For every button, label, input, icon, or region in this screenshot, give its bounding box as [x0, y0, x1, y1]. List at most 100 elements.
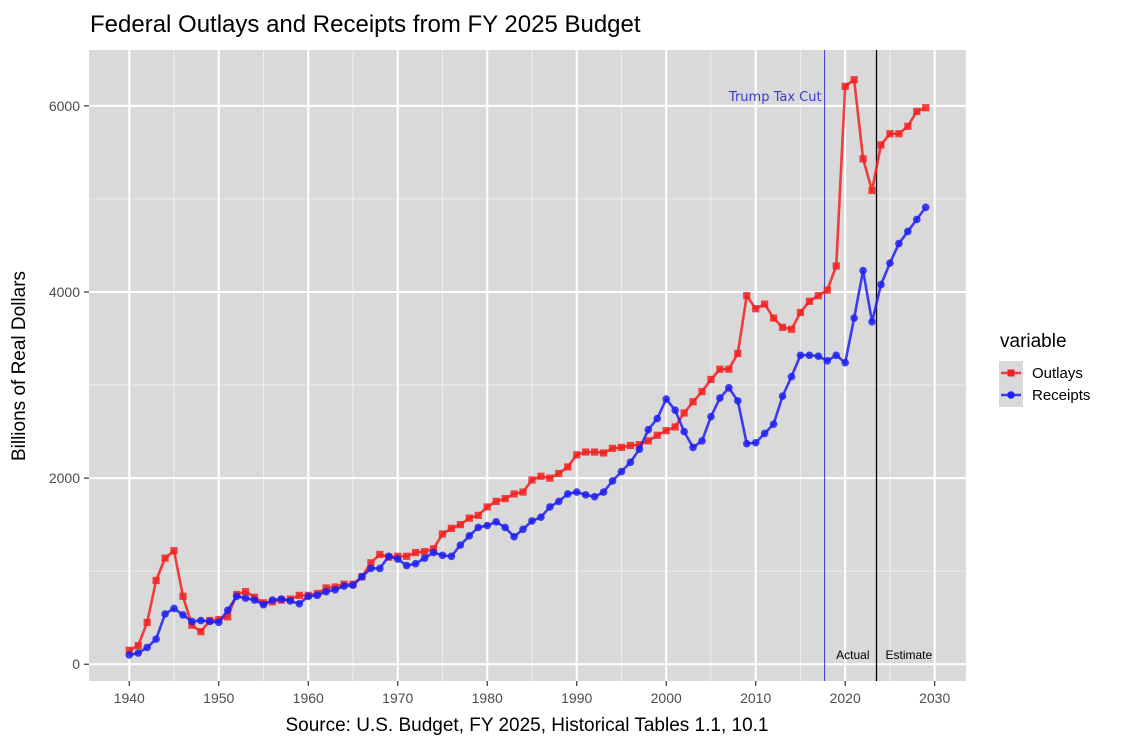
data-point-receipts [241, 594, 250, 602]
data-point-receipts [805, 351, 814, 360]
reference-lines: Trump Tax Cut Actual Estimate [728, 50, 933, 681]
data-point-receipts [662, 395, 671, 403]
data-point-outlays [796, 308, 805, 317]
data-point-receipts [644, 425, 653, 434]
legend-label-receipts: Receipts [1032, 387, 1090, 404]
data-point-outlays [707, 375, 715, 384]
y-tick-label: 2000 [49, 470, 80, 486]
data-point-outlays [447, 524, 456, 532]
data-point-receipts [635, 445, 644, 454]
data-point-outlays [662, 427, 670, 435]
data-point-outlays [599, 449, 608, 457]
data-point-outlays [143, 618, 151, 626]
data-point-outlays [635, 441, 643, 449]
data-point-outlays [465, 514, 473, 522]
x-tick-label: 1960 [293, 690, 324, 706]
data-point-receipts [608, 477, 617, 485]
data-point-outlays [367, 559, 375, 567]
data-point-outlays [626, 441, 635, 450]
data-point-receipts [438, 551, 447, 560]
data-point-outlays [787, 325, 796, 333]
chart-title: Federal Outlays and Receipts from FY 202… [90, 11, 641, 38]
data-point-receipts [519, 525, 527, 534]
data-point-receipts [787, 372, 796, 381]
data-point-receipts [268, 596, 277, 604]
data-point-receipts [501, 523, 509, 532]
data-point-outlays [868, 186, 876, 195]
data-point-outlays [832, 262, 840, 270]
data-point-outlays [564, 463, 572, 471]
data-point-receipts [832, 351, 841, 360]
data-point-receipts [313, 591, 321, 600]
data-point-receipts [456, 541, 465, 549]
x-tick-label: 2000 [651, 690, 682, 706]
data-point-receipts [895, 239, 903, 248]
data-point-outlays [617, 443, 626, 451]
legend-title: variable [1000, 331, 1067, 352]
data-point-receipts [232, 592, 241, 601]
data-point-outlays [492, 497, 500, 505]
data-point-receipts [170, 604, 178, 613]
data-point-outlays [197, 628, 205, 636]
data-point-outlays [671, 423, 679, 431]
data-point-outlays [689, 398, 697, 406]
data-point-outlays [224, 613, 232, 621]
data-point-receipts [179, 611, 187, 619]
data-point-receipts [617, 467, 626, 476]
x-tick-label: 1950 [203, 690, 234, 706]
data-point-receipts [465, 532, 474, 540]
data-point-receipts [572, 488, 581, 496]
data-point-receipts [734, 397, 742, 405]
data-point-receipts [188, 617, 196, 626]
data-point-receipts [474, 523, 483, 532]
data-point-receipts [134, 649, 143, 657]
data-point-outlays [582, 448, 590, 456]
data-point-receipts [411, 559, 420, 568]
data-point-receipts [393, 555, 402, 563]
minor-gridlines [89, 50, 966, 681]
data-point-receipts [671, 406, 679, 414]
data-point-receipts [376, 564, 384, 573]
data-point-receipts [367, 564, 375, 573]
data-point-receipts [868, 317, 876, 326]
data-point-receipts [402, 561, 411, 570]
data-point-outlays [904, 122, 912, 130]
data-point-outlays [546, 474, 554, 482]
data-point-receipts [921, 203, 930, 212]
data-point-outlays [644, 437, 652, 445]
data-point-receipts [653, 414, 662, 423]
data-point-receipts [420, 554, 429, 562]
data-point-receipts [689, 443, 697, 452]
data-point-outlays [841, 82, 849, 90]
y-tick-label: 4000 [49, 284, 80, 300]
data-point-receipts [161, 610, 169, 618]
data-point-outlays [403, 552, 411, 560]
y-axis-ticks: 0 2000 4000 6000 [49, 98, 89, 672]
estimate-label: Estimate [886, 648, 933, 662]
major-gridlines [89, 50, 966, 681]
data-point-outlays [242, 588, 250, 596]
data-point-receipts [581, 491, 590, 499]
data-point-receipts [680, 427, 688, 436]
data-point-receipts [850, 314, 858, 322]
data-point-receipts [555, 497, 563, 506]
data-point-outlays [528, 476, 536, 484]
x-tick-label: 1940 [114, 690, 145, 706]
y-tick-label: 0 [72, 656, 80, 672]
data-point-receipts [152, 635, 160, 643]
data-point-outlays [376, 550, 384, 559]
data-point-receipts [626, 458, 635, 467]
data-point-receipts [823, 357, 832, 365]
data-point-receipts [384, 552, 393, 561]
data-point-outlays [412, 548, 420, 557]
data-point-outlays [608, 444, 617, 452]
x-tick-label: 2020 [830, 690, 861, 706]
data-point-outlays [859, 155, 867, 163]
data-point-receipts [259, 600, 268, 609]
data-point-receipts [563, 490, 572, 498]
data-point-outlays [510, 490, 518, 498]
data-point-receipts [537, 513, 545, 522]
data-point-outlays [895, 130, 903, 138]
